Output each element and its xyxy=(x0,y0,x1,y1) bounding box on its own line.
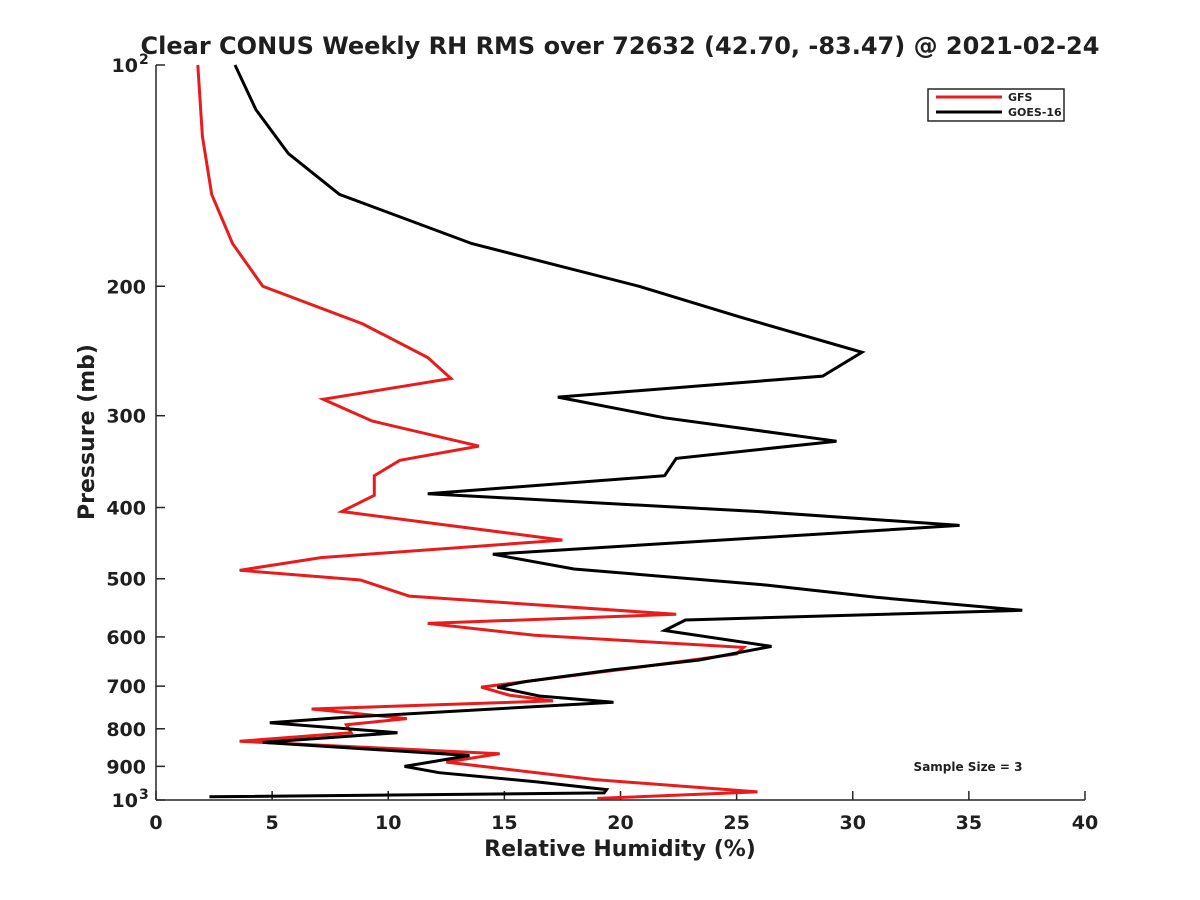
y-tick-exponent: 3 xyxy=(139,787,149,803)
y-tick-label: 400 xyxy=(106,498,146,520)
series-group xyxy=(196,64,1023,800)
axes xyxy=(155,65,1085,801)
y-tick-label: 800 xyxy=(106,719,146,741)
x-tick-label: 0 xyxy=(149,812,162,834)
legend-label-goes-16: GOES-16 xyxy=(1008,106,1062,119)
series-line-goes-16 xyxy=(209,64,1023,799)
y-tick-label: 10 xyxy=(112,790,138,812)
y-tick-label: 300 xyxy=(106,406,146,428)
x-tick-label: 35 xyxy=(956,812,982,834)
x-tick-label: 20 xyxy=(607,812,633,834)
x-tick-label: 25 xyxy=(723,812,749,834)
chart-title: Clear CONUS Weekly RH RMS over 72632 (42… xyxy=(141,32,1100,60)
y-tick-label: 600 xyxy=(106,627,146,649)
y-axis-label: Pressure (mb) xyxy=(75,344,100,520)
x-tick-label: 5 xyxy=(266,812,279,834)
x-tick-label: 40 xyxy=(1072,812,1098,834)
y-tick-label: 200 xyxy=(106,276,146,298)
y-tick-label: 10 xyxy=(112,55,138,77)
sample-size-annotation: Sample Size = 3 xyxy=(914,760,1023,774)
x-tick-label: 15 xyxy=(491,812,517,834)
y-tick-exponent: 2 xyxy=(139,52,149,68)
x-axis-label: Relative Humidity (%) xyxy=(484,837,756,862)
series-line-gfs xyxy=(196,64,758,800)
x-axis-ticks: 0 5 10 15 20 25 30 35 40 xyxy=(149,791,1098,834)
y-tick-label: 700 xyxy=(106,676,146,698)
legend-label-gfs: GFS xyxy=(1008,91,1033,104)
x-tick-label: 10 xyxy=(375,812,401,834)
y-tick-label: 500 xyxy=(106,569,146,591)
x-tick-label: 30 xyxy=(840,812,866,834)
legend-box xyxy=(927,88,1065,122)
legend: GFS GOES-16 xyxy=(927,88,1065,122)
y-tick-label: 900 xyxy=(106,756,146,778)
